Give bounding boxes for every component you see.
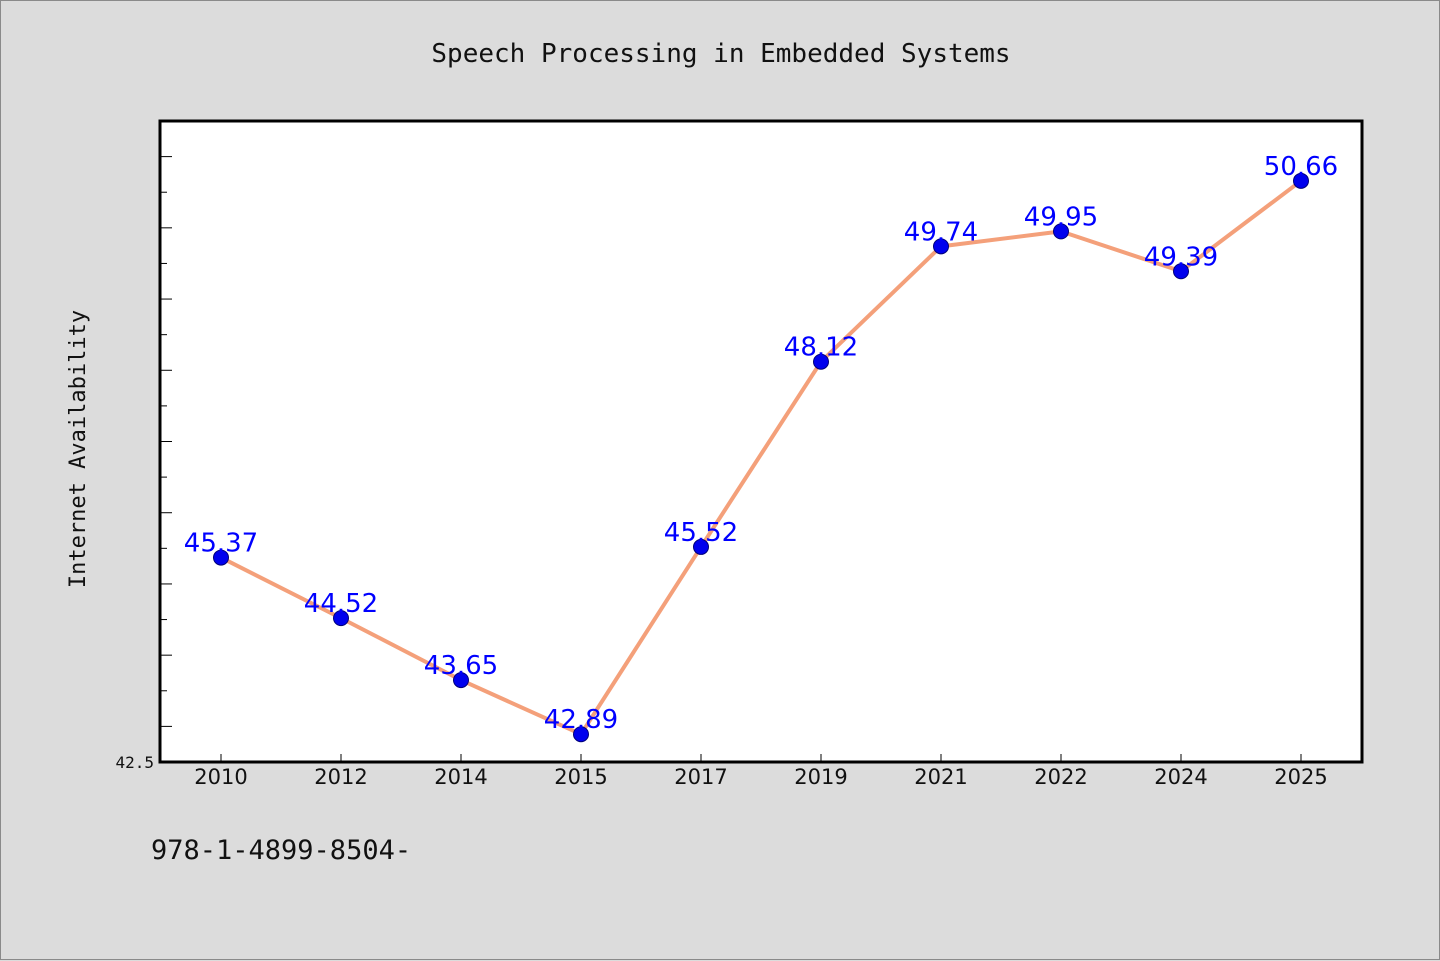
y-tick-label: 42.5 xyxy=(115,753,154,772)
data-point-marker xyxy=(333,610,349,627)
x-tick-label: 2014 xyxy=(434,765,487,789)
data-point-marker xyxy=(1053,223,1069,240)
x-tick-label: 2022 xyxy=(1034,765,1087,789)
data-point-marker xyxy=(933,238,949,255)
data-point-marker xyxy=(453,672,469,689)
plot-area xyxy=(158,119,1364,764)
data-labels: 45.37 44.52 43.65 42.89 45.52 48.12 49.74 49.95… xyxy=(184,152,1338,735)
y-axis-label: Internet Availability xyxy=(66,310,91,588)
data-label: 49.95 xyxy=(1024,202,1098,232)
data-point-marker xyxy=(573,726,589,743)
x-tick-label: 2015 xyxy=(554,765,607,789)
x-tick-label: 2024 xyxy=(1154,765,1207,789)
data-label: 45.52 xyxy=(664,518,738,548)
data-label: 50.66 xyxy=(1264,152,1338,182)
x-tick-label: 2019 xyxy=(794,765,847,789)
data-label: 43.65 xyxy=(424,651,498,681)
footer-code-text: 978-1-4899-8504- xyxy=(151,835,412,866)
data-label: 45.37 xyxy=(184,529,258,559)
chart-title: Speech Processing in Embedded Systems xyxy=(431,39,1010,69)
data-point-marker xyxy=(813,353,829,370)
data-label: 49.74 xyxy=(904,217,978,247)
series-markers xyxy=(213,172,1309,743)
data-point-marker xyxy=(213,549,229,566)
data-point-marker xyxy=(693,538,709,555)
x-tick-label: 2021 xyxy=(914,765,967,789)
series-line-group xyxy=(219,178,1303,737)
x-tick-label: 2010 xyxy=(194,765,247,789)
series-line xyxy=(219,178,1303,737)
x-axis-ticks xyxy=(220,754,1302,762)
data-label: 48.12 xyxy=(784,333,858,363)
data-point-marker xyxy=(1173,263,1189,280)
data-label: 42.89 xyxy=(544,705,618,735)
data-point-marker xyxy=(1293,172,1309,189)
x-tick-label: 2025 xyxy=(1274,765,1327,789)
y-axis-ticks xyxy=(160,156,172,727)
x-tick-label: 2017 xyxy=(674,765,727,789)
data-label: 49.39 xyxy=(1144,242,1218,272)
x-axis-tick-labels: 2010 2012 2014 2015 2017 2019 2021 2022 2024 2025 xyxy=(194,765,1327,789)
x-tick-label: 2012 xyxy=(314,765,367,789)
data-label: 44.52 xyxy=(304,589,378,619)
